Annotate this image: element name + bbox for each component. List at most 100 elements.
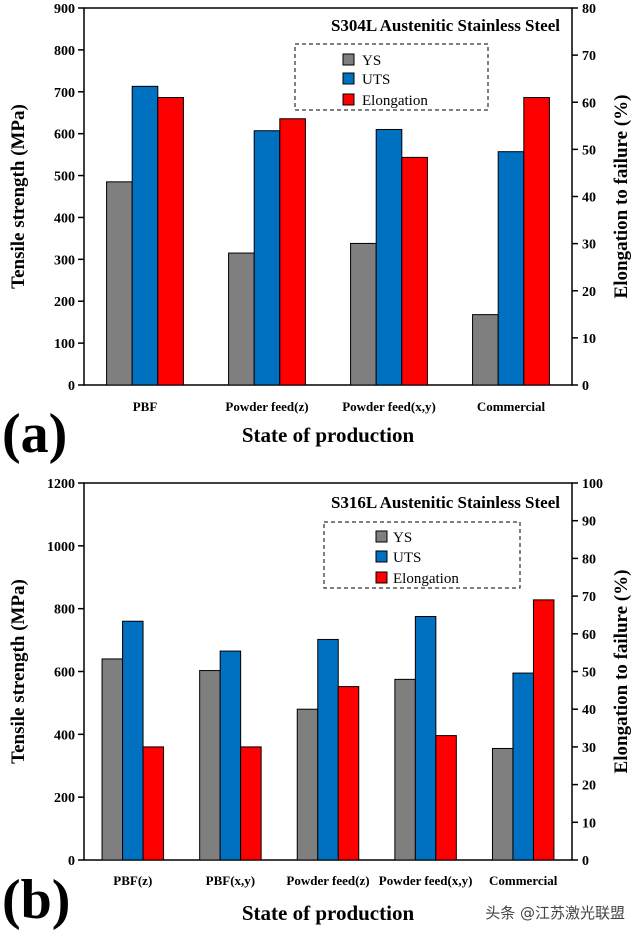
y-axis-title: Tensile strength (MPa) [8, 104, 29, 289]
bar-elongation-3 [435, 735, 457, 861]
y2-tick-label: 50 [582, 143, 596, 158]
panel-b: 0 200 400 600 800 1000 1200 0 10 20 30 40 50 60 70 80 90… [2, 477, 632, 931]
chart-title: S316L Austenitic Stainless Steel [331, 493, 560, 512]
y-tick-label: 600 [54, 128, 75, 143]
legend-label-uts: UTS [393, 550, 421, 566]
y2-tick-label: 100 [582, 477, 603, 492]
x-category-label: Powder feed(x,y) [379, 873, 473, 888]
bar-uts-3 [414, 616, 437, 861]
y2-tick-label: 60 [582, 96, 596, 111]
bar-ys-2 [296, 708, 319, 861]
bar-elongation-4 [532, 599, 555, 861]
y2-tick-label: 80 [582, 2, 596, 17]
y2-tick-label: 60 [582, 628, 596, 643]
legend-swatch-uts [342, 72, 355, 85]
watermark-text: 头条 @江苏激光联盟 [485, 904, 625, 922]
y2-tick-label: 40 [582, 191, 596, 206]
y2-tick-label: 10 [582, 332, 596, 347]
legend-swatch-elongation [342, 93, 355, 106]
y2-tick-label: 0 [582, 379, 589, 394]
bar-uts-0 [131, 85, 159, 386]
y-tick-label: 900 [54, 2, 75, 17]
y-tick-label: 200 [54, 791, 75, 806]
bar-uts-1 [219, 650, 242, 861]
y2-tick-label: 80 [582, 552, 596, 567]
bar-uts-2 [375, 128, 403, 386]
y2-axis-title: Elongation to failure (%) [611, 570, 632, 774]
y-tick-label: 700 [54, 86, 75, 101]
legend-swatch-ys [342, 53, 355, 66]
y2-tick-label: 50 [582, 666, 596, 681]
y-tick-label: 0 [68, 854, 75, 869]
bar-elongation-0 [142, 746, 165, 861]
bar-ys-1 [228, 252, 255, 386]
y-tick-label: 1200 [47, 477, 75, 492]
bar-ys-4 [491, 747, 514, 861]
y2-tick-label: 30 [582, 238, 596, 253]
y-tick-label: 100 [54, 337, 75, 352]
legend-label-ys: YS [362, 53, 381, 69]
bar-uts-2 [317, 638, 339, 861]
x-category-label: PBF(z) [113, 873, 152, 888]
bar-ys-0 [106, 181, 133, 386]
x-category-label: Commercial [477, 399, 546, 414]
bar-elongation-3 [523, 97, 550, 386]
legend-label-elongation: Elongation [362, 93, 428, 109]
y-axis-title: Tensile strength (MPa) [8, 579, 29, 764]
y2-axis-title: Elongation to failure (%) [611, 95, 632, 299]
x-category-label: PBF(x,y) [206, 873, 255, 888]
panel-label: (b) [2, 869, 70, 931]
bar-uts-3 [497, 151, 525, 386]
y-tick-label: 500 [54, 170, 75, 185]
legend-box [323, 521, 521, 589]
y2-tick-label: 20 [582, 779, 596, 794]
y-tick-label: 400 [54, 211, 75, 226]
bar-ys-3 [394, 678, 416, 861]
y2-tick-label: 0 [582, 854, 589, 869]
y2-tick-label: 70 [582, 590, 596, 605]
legend-swatch-elongation [375, 571, 388, 584]
legend-label-uts: UTS [362, 72, 390, 88]
y-tick-label: 200 [54, 295, 75, 310]
panel-a: 0 100 200 300 400 500 600 700 800 900 0 10 20 30 40 50 6… [2, 2, 632, 465]
chart-title: S304L Austenitic Stainless Steel [331, 16, 560, 35]
y2-tick-label: 70 [582, 49, 596, 64]
x-axis-title: State of production [242, 901, 415, 925]
bar-elongation-0 [157, 97, 184, 386]
bar-elongation-1 [240, 746, 262, 861]
bar-ys-2 [350, 242, 377, 386]
bar-uts-4 [512, 672, 534, 861]
bar-elongation-2 [401, 156, 428, 386]
y-tick-label: 800 [54, 44, 75, 59]
x-category-label: PBF [133, 399, 158, 414]
bar-ys-1 [199, 670, 221, 861]
y2-tick-label: 30 [582, 741, 596, 756]
panel-label: (a) [2, 403, 67, 465]
y2-tick-label: 90 [582, 515, 596, 530]
x-category-label: Powder feed(z) [286, 873, 369, 888]
bar-uts-1 [253, 130, 281, 386]
bar-ys-3 [472, 314, 499, 386]
legend-swatch-ys [375, 530, 388, 543]
y-tick-label: 300 [54, 253, 75, 268]
y-tick-label: 800 [54, 603, 75, 618]
x-axis-title: State of production [242, 423, 415, 447]
y2-tick-label: 20 [582, 285, 596, 300]
y-tick-label: 1000 [47, 540, 75, 555]
bar-elongation-2 [337, 686, 360, 861]
x-category-label: Powder feed(z) [225, 399, 308, 414]
legend-swatch-uts [375, 550, 388, 563]
legend-label-ys: YS [393, 530, 412, 546]
y-tick-label: 0 [68, 379, 75, 394]
x-category-label: Powder feed(x,y) [342, 399, 436, 414]
x-category-label: Commercial [489, 873, 558, 888]
legend-label-elongation: Elongation [393, 571, 459, 587]
y2-tick-label: 10 [582, 816, 596, 831]
bar-elongation-1 [279, 118, 306, 386]
y-tick-label: 400 [54, 728, 75, 743]
bar-uts-0 [122, 620, 144, 861]
y-tick-label: 600 [54, 666, 75, 681]
bar-ys-0 [101, 658, 124, 861]
legend-box [294, 43, 489, 111]
